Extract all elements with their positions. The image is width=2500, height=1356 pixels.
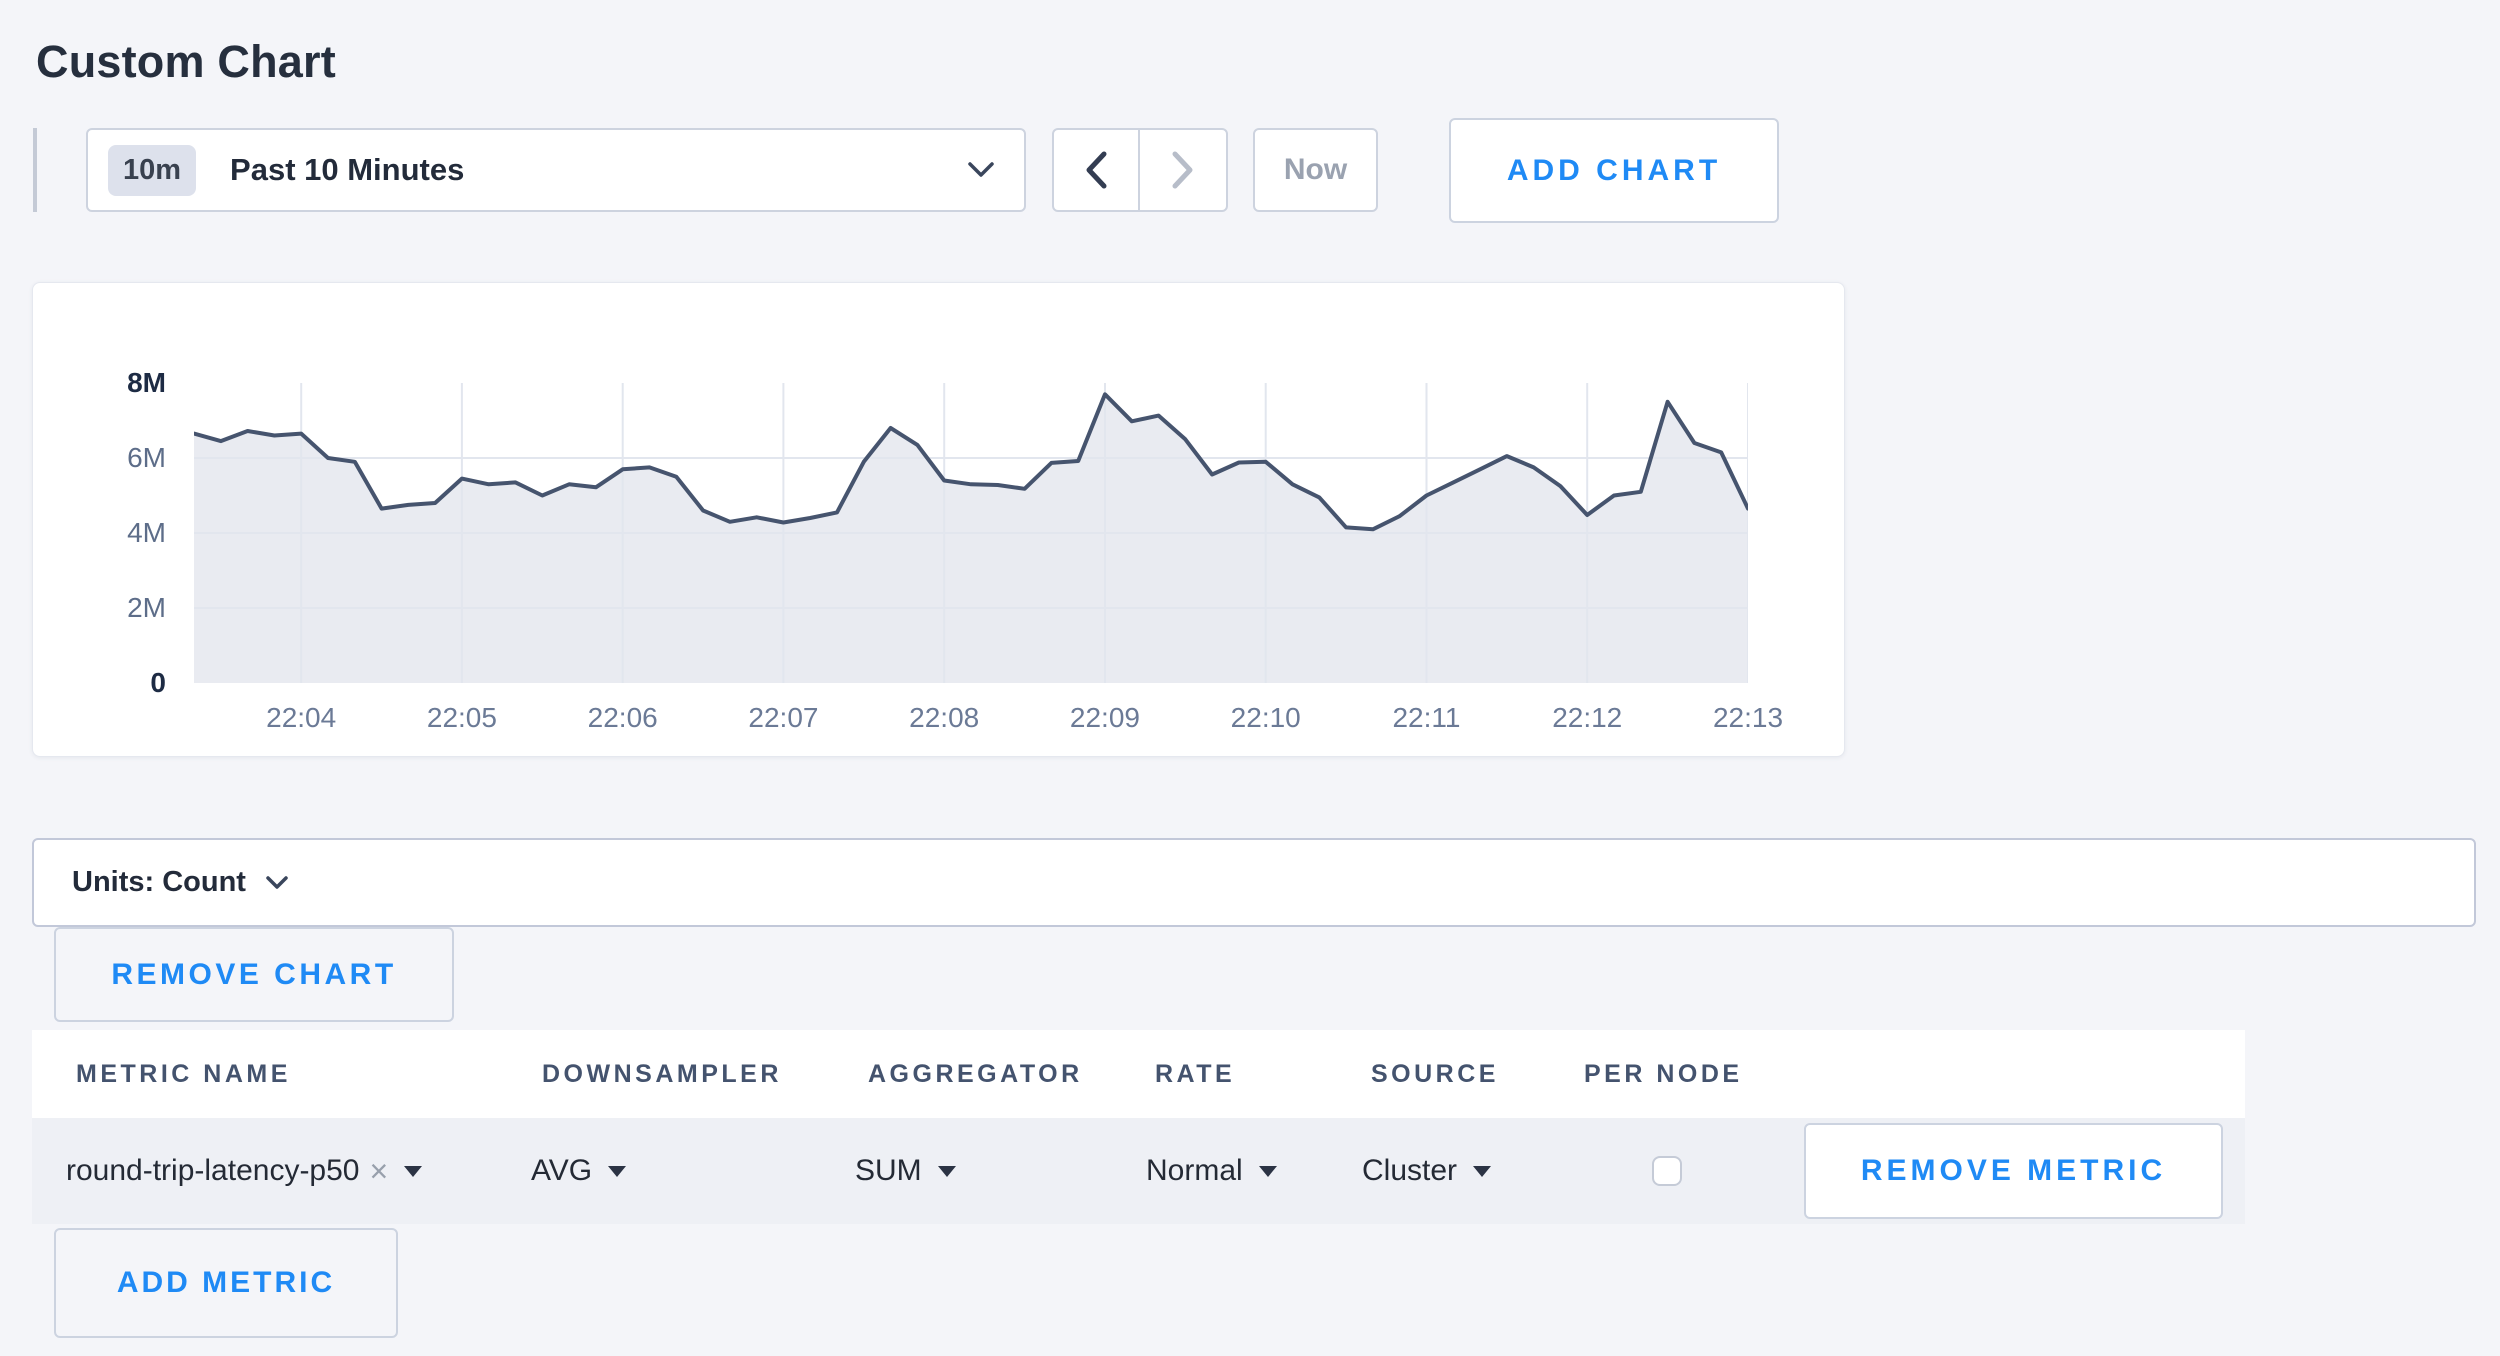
caret-down-icon: [608, 1165, 627, 1177]
aggregator-value: SUM: [855, 1154, 922, 1187]
chart-card: 8M 6M 4M 2M 0 22:04 22:05 22:06 22:07 22:08 22:09…: [32, 282, 1845, 757]
add-metric-button[interactable]: ADD METRIC: [54, 1228, 398, 1338]
units-label: Units: Count: [72, 866, 246, 898]
caret-down-icon: [404, 1165, 423, 1177]
time-range-label: Past 10 Minutes: [230, 152, 465, 187]
chevron-down-icon: [968, 162, 994, 177]
caret-down-icon: [937, 1165, 956, 1177]
y-axis-label: 8M: [127, 367, 166, 398]
per-node-checkbox[interactable]: [1652, 1156, 1682, 1186]
col-header-source: SOURCE: [1371, 1059, 1499, 1088]
col-header-per-node: PER NODE: [1584, 1059, 1743, 1088]
x-axis-label: 22:05: [426, 702, 497, 733]
chevron-down-icon: [266, 875, 288, 889]
page-title: Custom Chart: [36, 36, 336, 87]
x-axis-label: 22:13: [1712, 702, 1784, 733]
caret-down-icon: [1473, 1165, 1492, 1177]
rate-value: Normal: [1146, 1154, 1243, 1187]
downsampler-select[interactable]: AVG: [531, 1118, 627, 1224]
metric-name-value: round-trip-latency-p50: [66, 1154, 360, 1187]
time-back-button[interactable]: [1054, 130, 1140, 210]
now-button[interactable]: Now: [1253, 128, 1378, 212]
remove-chart-button[interactable]: REMOVE CHART: [54, 927, 454, 1022]
x-axis-label: 22:10: [1230, 702, 1301, 733]
time-nav-group: [1052, 128, 1228, 212]
metrics-table-header: METRIC NAME DOWNSAMPLER AGGREGATOR RATE …: [32, 1030, 2245, 1118]
caret-down-icon: [1258, 1165, 1277, 1177]
col-header-metric-name: METRIC NAME: [76, 1059, 291, 1088]
x-axis-label: 22:09: [1069, 702, 1140, 733]
toolbar-left-rule: [33, 128, 37, 212]
x-axis-label: 22:08: [909, 702, 980, 733]
y-axis-label: 0: [150, 667, 166, 698]
source-select[interactable]: Cluster: [1362, 1118, 1492, 1224]
x-axis-label: 22:07: [748, 702, 819, 733]
x-axis-label: 22:11: [1392, 702, 1461, 733]
remove-metric-button[interactable]: REMOVE METRIC: [1804, 1123, 2223, 1219]
chevron-right-icon: [1172, 151, 1193, 189]
col-header-aggregator: AGGREGATOR: [868, 1059, 1083, 1088]
aggregator-select[interactable]: SUM: [855, 1118, 956, 1224]
units-dropdown[interactable]: Units: Count: [32, 838, 2476, 927]
y-axis-label: 2M: [127, 592, 166, 623]
time-range-dropdown[interactable]: 10m Past 10 Minutes: [86, 128, 1026, 212]
source-value: Cluster: [1362, 1154, 1458, 1187]
col-header-rate: RATE: [1155, 1059, 1236, 1088]
time-forward-button[interactable]: [1140, 130, 1226, 210]
col-header-downsampler: DOWNSAMPLER: [542, 1059, 782, 1088]
downsampler-value: AVG: [531, 1154, 593, 1187]
chevron-left-icon: [1086, 151, 1107, 189]
latency-area-chart: [194, 383, 1748, 683]
add-chart-button[interactable]: ADD CHART: [1449, 118, 1779, 223]
x-axis-label: 22:06: [587, 702, 658, 733]
rate-select[interactable]: Normal: [1146, 1118, 1277, 1224]
x-axis-label: 22:12: [1552, 702, 1623, 733]
time-range-badge: 10m: [108, 144, 197, 196]
metric-name-select[interactable]: round-trip-latency-p50 ×: [66, 1118, 423, 1224]
x-axis-label: 22:04: [266, 702, 337, 733]
y-axis-label: 6M: [127, 442, 166, 473]
clear-metric-icon[interactable]: ×: [369, 1153, 389, 1189]
y-axis-label: 4M: [127, 517, 166, 548]
